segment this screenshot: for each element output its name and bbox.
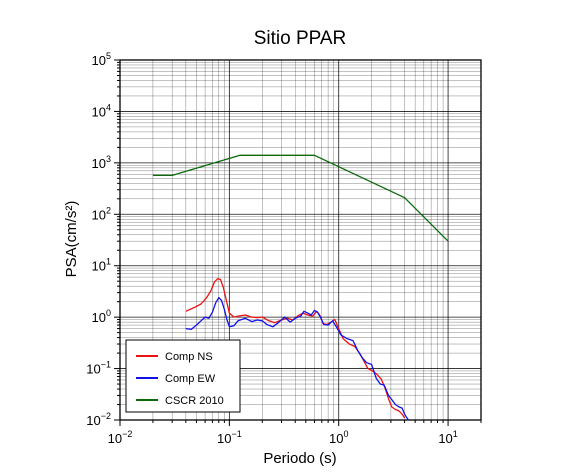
y-tick-label: 10−1 — [86, 360, 111, 377]
x-tick-label: 100 — [329, 429, 348, 446]
series-line-comp-ns — [185, 278, 406, 419]
series-lines — [152, 154, 449, 421]
y-tick-label: 10−2 — [86, 411, 111, 428]
y-tick-label: 102 — [92, 205, 111, 222]
x-tick-label: 10−2 — [108, 429, 133, 446]
legend-label: CSCR 2010 — [165, 395, 224, 407]
y-tick-label: 101 — [92, 257, 111, 274]
y-tick-label: 105 — [92, 51, 111, 68]
y-axis-label: PSA(cm/s²) — [63, 201, 80, 278]
legend-label: Comp NS — [165, 351, 213, 363]
x-tick-labels: 10−2 10−1 100 101 — [108, 429, 458, 446]
legend: Comp NS Comp EW CSCR 2010 — [125, 339, 241, 413]
y-tick-label: 104 — [92, 102, 111, 119]
axis-ticks — [114, 59, 482, 426]
legend-label: Comp EW — [165, 373, 216, 385]
y-tick-label: 103 — [92, 154, 111, 171]
series-line-comp-ew — [185, 296, 410, 421]
grid-lines — [119, 59, 482, 421]
plot-border — [119, 59, 482, 421]
y-tick-labels: 10−2 10−1 100 101 102 103 104 105 — [86, 51, 111, 428]
x-tick-label: 10−1 — [217, 429, 242, 446]
plot-frame — [119, 59, 482, 421]
chart-title: Sitio PPAR — [254, 28, 347, 49]
x-tick-label: 101 — [438, 429, 457, 446]
x-axis-label: Periodo (s) — [263, 450, 336, 467]
series-line-cscr-2010 — [152, 154, 449, 242]
y-tick-label: 100 — [92, 308, 111, 325]
